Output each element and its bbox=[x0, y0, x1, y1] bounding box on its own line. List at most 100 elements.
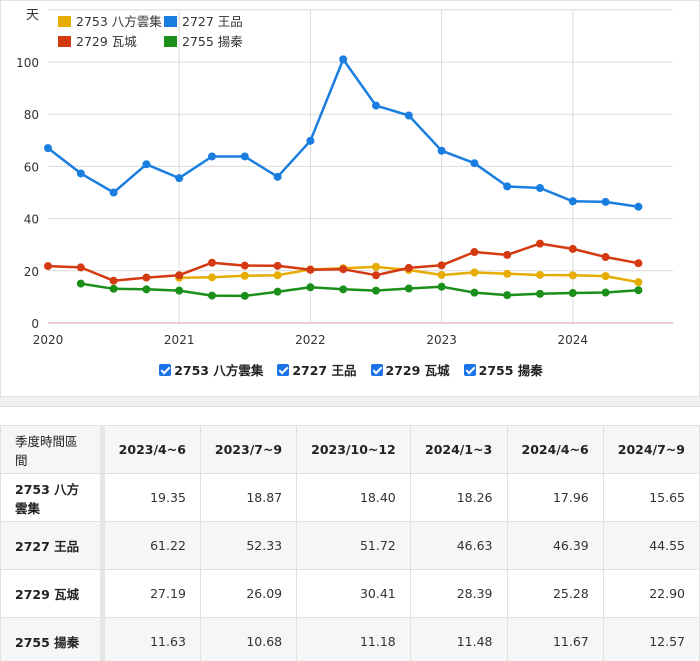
data-point bbox=[372, 271, 380, 279]
data-point bbox=[405, 112, 413, 120]
data-point bbox=[241, 262, 249, 270]
data-point bbox=[470, 268, 478, 276]
legend-label: 2729 瓦城 bbox=[76, 34, 137, 49]
data-point bbox=[405, 264, 413, 272]
table-cell: 18.26 bbox=[410, 474, 507, 522]
data-point bbox=[339, 285, 347, 293]
table-cell: 11.18 bbox=[297, 618, 411, 661]
data-point bbox=[536, 240, 544, 248]
checkbox-checked-icon[interactable] bbox=[371, 364, 383, 376]
checkbox-checked-icon[interactable] bbox=[277, 364, 289, 376]
data-point bbox=[306, 283, 314, 291]
toggle-label: 2753 八方雲集 bbox=[174, 360, 263, 379]
toggle-label: 2729 瓦城 bbox=[386, 360, 450, 379]
data-point bbox=[274, 173, 282, 181]
table-row: 2755 揚秦 11.63 10.68 11.18 11.48 11.67 12… bbox=[1, 618, 700, 661]
data-point bbox=[438, 271, 446, 279]
table-cell: 11.48 bbox=[410, 618, 507, 661]
data-point bbox=[142, 274, 150, 282]
table-cell: 11.63 bbox=[102, 618, 200, 661]
x-tick-label: 2020 bbox=[33, 333, 64, 347]
y-tick-label: 0 bbox=[31, 317, 39, 331]
toggle-2753[interactable]: 2753 八方雲集 bbox=[159, 360, 263, 379]
checkbox-checked-icon[interactable] bbox=[464, 364, 476, 376]
toggle-2727[interactable]: 2727 王品 bbox=[277, 360, 356, 379]
table-row: 2729 瓦城 27.19 26.09 30.41 28.39 25.28 22… bbox=[1, 570, 700, 618]
data-point bbox=[110, 277, 118, 285]
data-point bbox=[274, 262, 282, 270]
checkbox-checked-icon[interactable] bbox=[159, 364, 171, 376]
column-header: 2024/7~9 bbox=[603, 426, 699, 474]
data-point bbox=[208, 292, 216, 300]
y-axis-unit: 天 bbox=[26, 8, 39, 23]
data-point bbox=[142, 160, 150, 168]
x-tick-label: 2023 bbox=[426, 333, 457, 347]
legend-swatch-icon bbox=[58, 36, 71, 47]
legend-label: 2755 揚秦 bbox=[182, 34, 243, 49]
data-point bbox=[503, 291, 511, 299]
toggle-label: 2727 王品 bbox=[292, 360, 356, 379]
data-point bbox=[503, 251, 511, 259]
data-point bbox=[241, 292, 249, 300]
table-cell: 30.41 bbox=[297, 570, 411, 618]
row-header: 2729 瓦城 bbox=[1, 570, 103, 618]
table-cell: 27.19 bbox=[102, 570, 200, 618]
y-tick-label: 60 bbox=[24, 160, 39, 174]
data-point bbox=[503, 182, 511, 190]
table-cell: 46.63 bbox=[410, 522, 507, 570]
series-toggle-legend: 2753 八方雲集 2727 王品 2729 瓦城 2755 揚秦 bbox=[1, 360, 700, 379]
y-tick-label: 40 bbox=[24, 213, 39, 227]
table-cell: 51.72 bbox=[297, 522, 411, 570]
data-point bbox=[77, 169, 85, 177]
data-point bbox=[470, 248, 478, 256]
data-point bbox=[602, 253, 610, 261]
table-cell: 15.65 bbox=[603, 474, 699, 522]
row-header: 2727 王品 bbox=[1, 522, 103, 570]
table-cell: 19.35 bbox=[102, 474, 200, 522]
data-point bbox=[470, 159, 478, 167]
data-point bbox=[306, 266, 314, 274]
data-point bbox=[44, 144, 52, 152]
corner-header: 季度時間區間 bbox=[1, 426, 103, 474]
data-point bbox=[241, 152, 249, 160]
data-point bbox=[634, 278, 642, 286]
column-header: 2024/4~6 bbox=[507, 426, 603, 474]
data-point bbox=[208, 152, 216, 160]
data-point bbox=[208, 273, 216, 281]
toggle-2755[interactable]: 2755 揚秦 bbox=[464, 360, 543, 379]
data-point bbox=[634, 286, 642, 294]
data-point bbox=[175, 287, 183, 295]
column-header: 2023/7~9 bbox=[200, 426, 296, 474]
data-point bbox=[569, 289, 577, 297]
table-cell: 61.22 bbox=[102, 522, 200, 570]
row-header: 2753 八方雲集 bbox=[1, 474, 103, 522]
series-line bbox=[81, 284, 639, 296]
data-point bbox=[405, 285, 413, 293]
legend-swatch-icon bbox=[164, 16, 177, 27]
legend-swatch-icon bbox=[164, 36, 177, 47]
series-line bbox=[48, 59, 638, 206]
legend-label: 2753 八方雲集 bbox=[76, 14, 162, 29]
data-point bbox=[602, 289, 610, 297]
table-cell: 10.68 bbox=[200, 618, 296, 661]
quarterly-table: 季度時間區間 2023/4~6 2023/7~9 2023/10~12 2024… bbox=[0, 425, 700, 661]
table-cell: 22.90 bbox=[603, 570, 699, 618]
row-header: 2755 揚秦 bbox=[1, 618, 103, 661]
data-point bbox=[438, 261, 446, 269]
data-point bbox=[438, 147, 446, 155]
toggle-label: 2755 揚秦 bbox=[479, 360, 543, 379]
data-point bbox=[339, 55, 347, 63]
data-point bbox=[569, 245, 577, 253]
data-point bbox=[536, 271, 544, 279]
column-header: 2023/10~12 bbox=[297, 426, 411, 474]
y-tick-label: 100 bbox=[16, 56, 39, 70]
table-cell: 26.09 bbox=[200, 570, 296, 618]
y-tick-label: 20 bbox=[24, 265, 39, 279]
table-cell: 25.28 bbox=[507, 570, 603, 618]
data-point bbox=[536, 290, 544, 298]
toggle-2729[interactable]: 2729 瓦城 bbox=[371, 360, 450, 379]
data-point bbox=[110, 189, 118, 197]
data-point bbox=[470, 289, 478, 297]
